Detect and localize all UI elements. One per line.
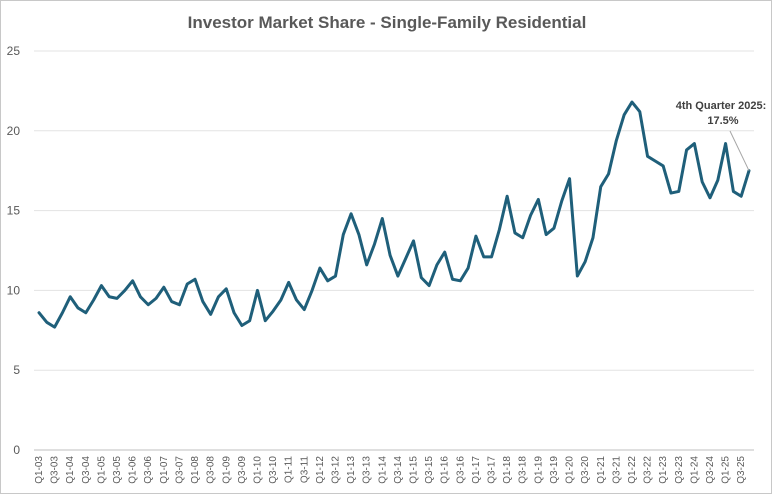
x-tick-label: Q1-05 [96, 456, 107, 484]
grid-lines [34, 50, 754, 451]
x-tick-label: Q1-08 [190, 456, 201, 484]
x-tick-label: Q3-07 [174, 456, 185, 484]
x-tick-label: Q1-20 [565, 456, 576, 484]
x-tick-label: Q3-15 [424, 456, 435, 484]
x-tick-label: Q3-11 [299, 456, 310, 483]
x-tick-label: Q1-11 [284, 456, 295, 483]
x-tick-label: Q3-03 [50, 456, 61, 484]
x-tick-label: Q3-20 [580, 456, 591, 484]
y-tick-label: 10 [7, 283, 21, 297]
x-tick-label: Q1-09 [221, 456, 232, 484]
annotation-leader-line [729, 130, 750, 171]
y-axis: 0 5 10 15 20 25 [7, 44, 21, 457]
x-tick-label: Q1-18 [502, 456, 513, 484]
x-tick-label: Q3-19 [549, 456, 560, 484]
x-tick-label: Q3-25 [736, 456, 747, 484]
y-tick-label: 20 [7, 124, 21, 138]
chart-title: Investor Market Share - Single-Family Re… [188, 13, 587, 32]
annotation-label-line1: 4th Quarter 2025: [676, 100, 766, 112]
x-tick-label: Q1-17 [471, 456, 482, 484]
x-tick-label: Q1-15 [409, 456, 420, 484]
x-axis: Q1-03 Q3-03 Q1-04 Q3-04 Q1-05 Q3-05 Q1-06 Q3-06… [34, 456, 747, 484]
x-tick-label: Q1-24 [689, 456, 700, 484]
x-tick-label: Q3-05 [112, 456, 123, 484]
x-tick-label: Q3-17 [487, 456, 498, 484]
y-tick-label: 15 [7, 204, 21, 218]
x-tick-label: Q3-10 [268, 456, 279, 484]
x-tick-label: Q1-10 [252, 456, 263, 484]
series-line [37, 100, 751, 329]
x-tick-label: Q3-21 [611, 456, 622, 484]
x-tick-label: Q1-23 [658, 456, 669, 484]
x-tick-label: Q3-16 [455, 456, 466, 484]
x-tick-label: Q3-14 [393, 456, 404, 484]
x-tick-label: Q3-09 [237, 456, 248, 484]
y-tick-label: 5 [13, 363, 20, 377]
x-tick-label: Q1-25 [721, 456, 732, 484]
annotation-label-line2: 17.5% [707, 115, 738, 127]
x-tick-label: Q3-04 [81, 456, 92, 484]
x-tick-label: Q1-19 [533, 456, 544, 484]
x-tick-label: Q3-18 [518, 456, 529, 484]
x-tick-label: Q1-07 [159, 456, 170, 484]
series-layer [37, 100, 751, 329]
x-tick-label: Q1-22 [627, 456, 638, 484]
y-tick-label: 25 [7, 44, 21, 58]
x-tick-label: Q3-23 [674, 456, 685, 484]
x-tick-label: Q1-16 [440, 456, 451, 484]
x-tick-label: Q3-22 [643, 456, 654, 484]
annotation: 4th Quarter 2025: 17.5% [676, 100, 766, 171]
x-tick-label: Q1-03 [34, 456, 45, 484]
x-tick-label: Q1-13 [346, 456, 357, 484]
x-tick-label: Q1-06 [128, 456, 139, 484]
x-tick-label: Q1-12 [315, 456, 326, 484]
x-tick-label: Q3-06 [143, 456, 154, 484]
x-tick-label: Q1-21 [596, 456, 607, 484]
x-tick-label: Q3-12 [330, 456, 341, 484]
x-tick-label: Q1-14 [377, 456, 388, 484]
y-tick-label: 0 [13, 443, 20, 457]
x-tick-label: Q3-24 [705, 456, 716, 484]
x-tick-label: Q3-08 [206, 456, 217, 484]
x-tick-label: Q3-13 [362, 456, 373, 484]
x-tick-label: Q1-04 [65, 456, 76, 484]
